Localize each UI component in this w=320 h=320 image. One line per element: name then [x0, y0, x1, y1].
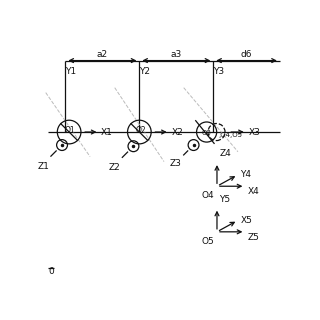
Text: X4: X4: [248, 188, 260, 196]
Text: X1: X1: [101, 128, 113, 137]
Text: Y5: Y5: [220, 195, 231, 204]
Text: Z2: Z2: [109, 163, 121, 172]
Text: X5: X5: [240, 216, 252, 225]
Text: O2: O2: [135, 126, 146, 135]
Text: d6: d6: [241, 50, 252, 59]
Text: O5: O5: [202, 237, 214, 246]
Text: Z4: Z4: [220, 149, 231, 158]
Text: O4: O4: [202, 191, 214, 200]
Text: Z1: Z1: [37, 162, 49, 171]
Text: Z3: Z3: [170, 159, 182, 168]
Text: Y4: Y4: [240, 170, 252, 179]
Text: Y3: Y3: [213, 67, 224, 76]
Text: a2: a2: [97, 50, 108, 59]
Text: X3: X3: [248, 128, 260, 137]
Text: Y1: Y1: [66, 67, 76, 76]
Text: Y2: Y2: [140, 67, 150, 76]
Text: ,O4,O5: ,O4,O5: [218, 132, 242, 138]
Text: O1: O1: [65, 126, 76, 135]
Text: 0: 0: [48, 267, 54, 276]
Text: O3: O3: [202, 130, 212, 136]
Text: Z5: Z5: [248, 233, 260, 242]
Text: X2: X2: [172, 128, 183, 137]
Text: a3: a3: [171, 50, 182, 59]
